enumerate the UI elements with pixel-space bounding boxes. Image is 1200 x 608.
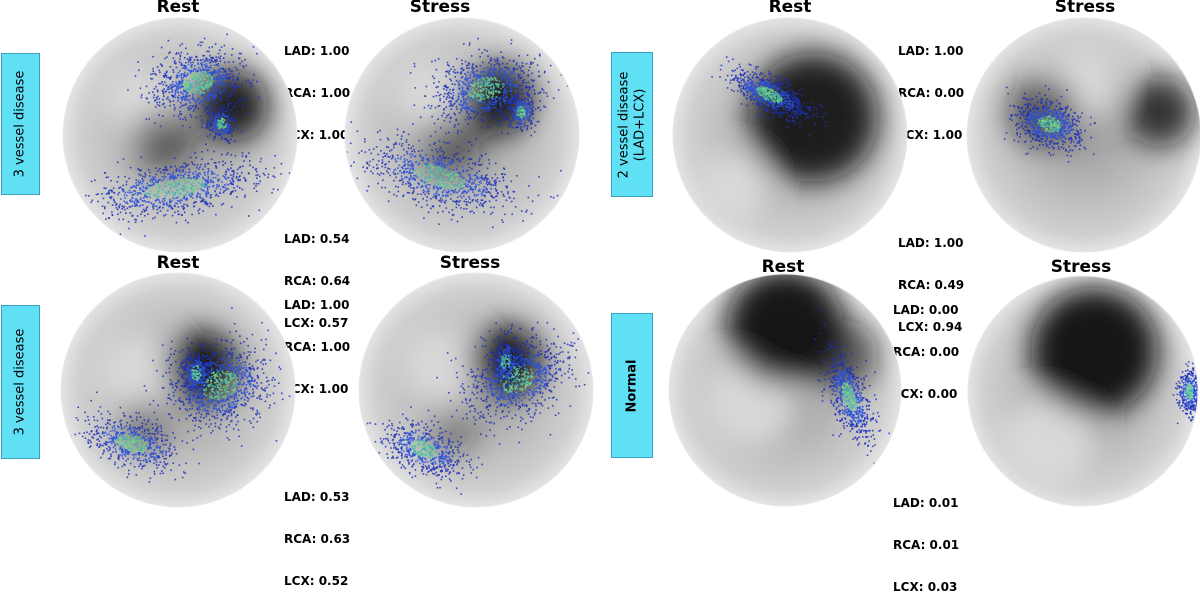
stress-polar-map	[966, 17, 1200, 253]
score-lcx: LCX: 0.52	[284, 574, 350, 588]
score-lad: LAD: 0.00	[893, 303, 959, 317]
rest-title: Rest	[98, 253, 258, 273]
diagnosis-label-box: Normal	[611, 313, 653, 458]
diagnosis-label-box: 3 vessel disease	[1, 53, 40, 195]
rest-polar-map	[672, 17, 908, 253]
diagnosis-label: Normal	[624, 359, 640, 412]
stress-title: Stress	[390, 253, 550, 273]
diagnosis-label: 3 vessel disease	[13, 71, 29, 178]
diagnosis-label-box: 2 vessel disease (LAD+LCX)	[611, 52, 653, 197]
stress-scores: LAD: 0.01 RCA: 0.01 LCX: 0.03	[893, 468, 959, 608]
score-lad: LAD: 0.01	[893, 496, 959, 510]
stress-title: Stress	[1001, 257, 1161, 277]
rest-scores: LAD: 0.00 RCA: 0.00 LCX: 0.00	[893, 275, 959, 415]
diagnosis-label: 2 vessel disease (LAD+LCX)	[616, 71, 648, 178]
diagnosis-label-box: 3 vessel disease	[1, 305, 40, 459]
stress-polar-map	[344, 17, 580, 253]
score-rca: RCA: 0.00	[893, 345, 959, 359]
score-lcx: LCX: 0.00	[893, 387, 959, 401]
score-rca: RCA: 0.01	[893, 538, 959, 552]
stress-title: Stress	[360, 0, 520, 17]
rest-title: Rest	[98, 0, 258, 17]
stress-polar-map	[358, 272, 594, 508]
rest-title: Rest	[710, 0, 870, 17]
stress-title: Stress	[1005, 0, 1165, 17]
rest-polar-map	[62, 17, 298, 253]
score-lcx: LCX: 0.03	[893, 580, 959, 594]
diagnosis-label: 3 vessel disease	[13, 329, 29, 436]
stress-polar-map	[966, 275, 1200, 507]
rest-polar-map	[668, 273, 902, 507]
score-rca: RCA: 0.63	[284, 532, 350, 546]
rest-polar-map	[60, 272, 296, 508]
